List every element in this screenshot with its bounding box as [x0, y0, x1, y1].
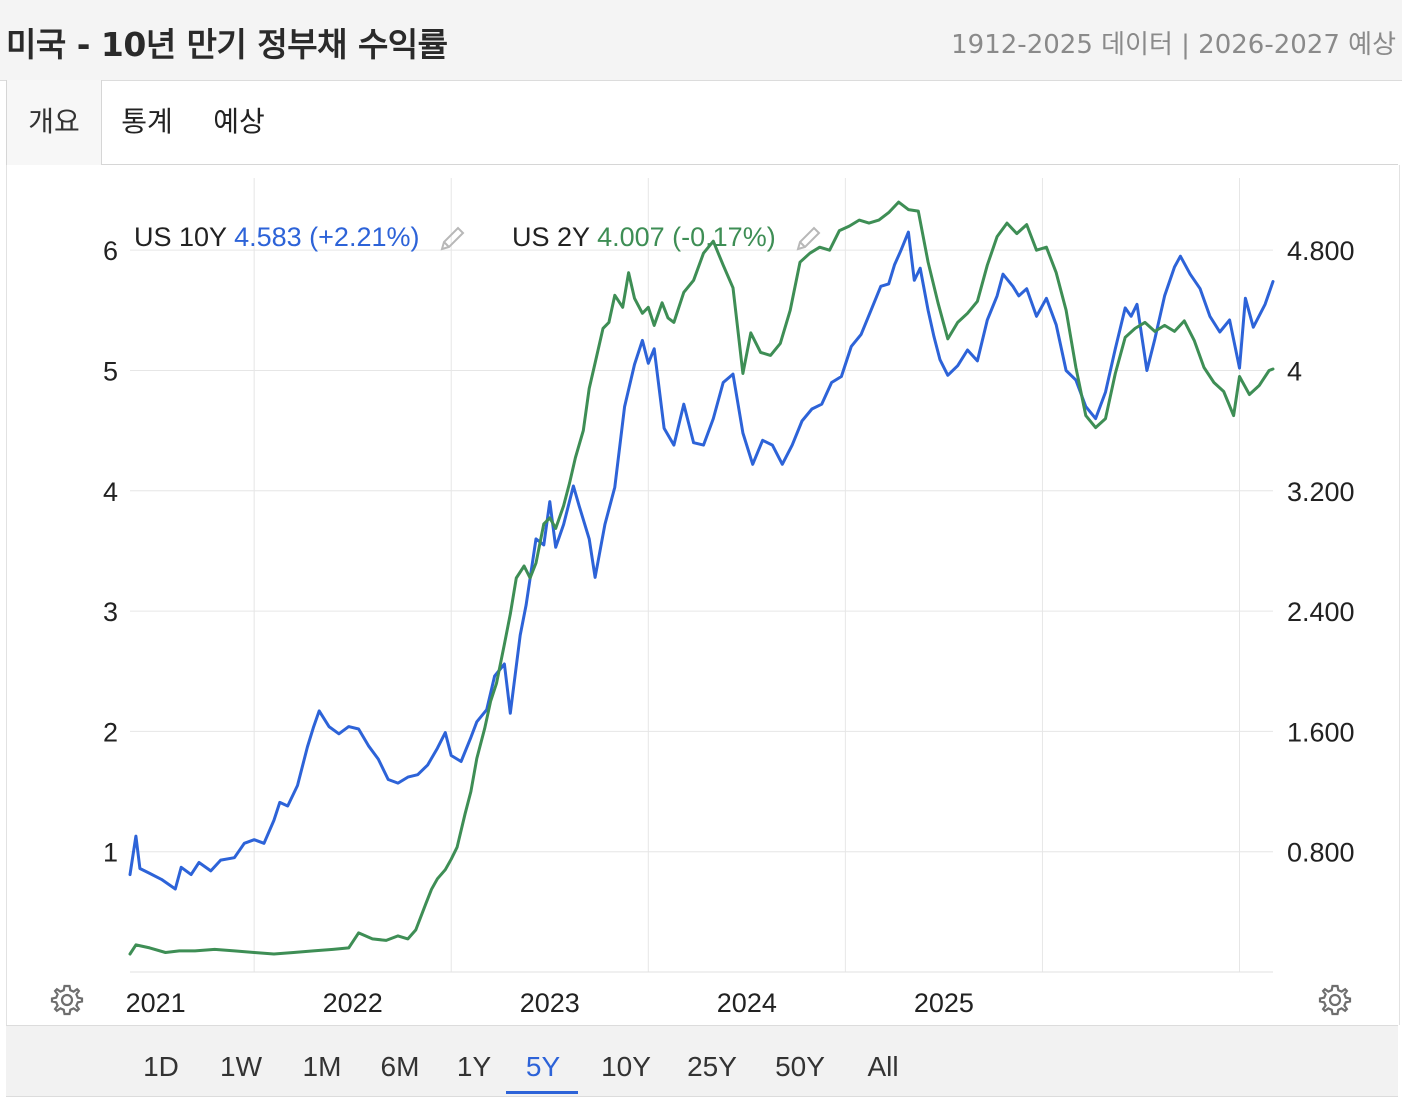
- range-selector: 1D 1W 1M 6M 1Y 5Y 10Y 25Y 50Y All: [6, 1025, 1398, 1097]
- tab-statistics-label: 통계: [121, 105, 173, 138]
- x-tick-label: 2025: [914, 988, 974, 1018]
- tab-statistics[interactable]: 통계: [106, 80, 188, 164]
- legend-us2y-value: 4.007: [597, 222, 665, 252]
- y-left-tick-label: 4: [103, 477, 118, 507]
- legend-us10y-value: 4.583: [234, 222, 302, 252]
- y-right-tick-label: 4.800: [1287, 236, 1355, 266]
- tab-overview[interactable]: 개요: [6, 80, 102, 165]
- y-left-tick-label: 5: [103, 356, 118, 386]
- us10y-series-line: [128, 230, 1275, 891]
- legend-us2y-name: US 2Y: [512, 222, 590, 252]
- y-right-tick-label: 2.400: [1287, 597, 1355, 627]
- gear-icon[interactable]: [1318, 983, 1352, 1017]
- x-tick-label: 2021: [126, 988, 186, 1018]
- tab-forecast[interactable]: 예상: [198, 80, 280, 164]
- legend-us10y-name: US 10Y: [134, 222, 227, 252]
- y-left-tick-label: 3: [103, 597, 118, 627]
- page-title: 미국 - 10년 만기 정부채 수익률: [6, 25, 448, 64]
- data-range-label: 1912-2025 데이터 | 2026-2027 예상: [951, 30, 1396, 60]
- range-1w-button[interactable]: 1W: [220, 1051, 262, 1082]
- header-bar: 미국 - 10년 만기 정부채 수익률 1912-2025 데이터 | 2026…: [0, 0, 1402, 81]
- us2y-series-line: [128, 200, 1275, 956]
- range-all-button[interactable]: All: [867, 1051, 899, 1082]
- range-1d-button[interactable]: 1D: [143, 1051, 179, 1082]
- y-left-tick-label: 1: [103, 838, 118, 868]
- y-right-tick-label: 4: [1287, 356, 1302, 386]
- range-1y-button[interactable]: 1Y: [456, 1051, 492, 1082]
- range-50y-button[interactable]: 50Y: [775, 1051, 825, 1082]
- tab-bar: 개요 통계 예상: [6, 80, 1398, 165]
- pencil-icon[interactable]: [437, 224, 467, 254]
- y-right-tick-label: 1.600: [1287, 717, 1355, 747]
- range-25y-button[interactable]: 25Y: [687, 1051, 737, 1082]
- legend-us10y-change: (+2.21%): [309, 222, 420, 252]
- x-tick-label: 2022: [323, 988, 383, 1018]
- legend-us2y[interactable]: US 2Y 4.007 (-0.17%): [512, 222, 823, 254]
- gear-icon[interactable]: [50, 983, 84, 1017]
- y-right-tick-label: 3.200: [1287, 477, 1355, 507]
- range-active-underline: [506, 1091, 578, 1094]
- range-5y-button[interactable]: 5Y: [525, 1051, 561, 1082]
- tab-forecast-label: 예상: [213, 105, 265, 138]
- legend-us10y[interactable]: US 10Y 4.583 (+2.21%): [134, 222, 467, 254]
- legend-us2y-change: (-0.17%): [672, 222, 776, 252]
- range-1m-button[interactable]: 1M: [302, 1051, 342, 1082]
- x-tick-label: 2023: [520, 988, 580, 1018]
- range-6m-button[interactable]: 6M: [380, 1051, 420, 1082]
- range-10y-button[interactable]: 10Y: [601, 1051, 651, 1082]
- pencil-icon[interactable]: [793, 224, 823, 254]
- tab-overview-label: 개요: [28, 105, 80, 138]
- y-left-tick-label: 6: [103, 236, 118, 266]
- chart-frame: [6, 165, 1400, 1025]
- x-tick-label: 2024: [717, 988, 777, 1018]
- y-right-tick-label: 0.800: [1287, 838, 1355, 868]
- y-left-tick-label: 2: [103, 717, 118, 747]
